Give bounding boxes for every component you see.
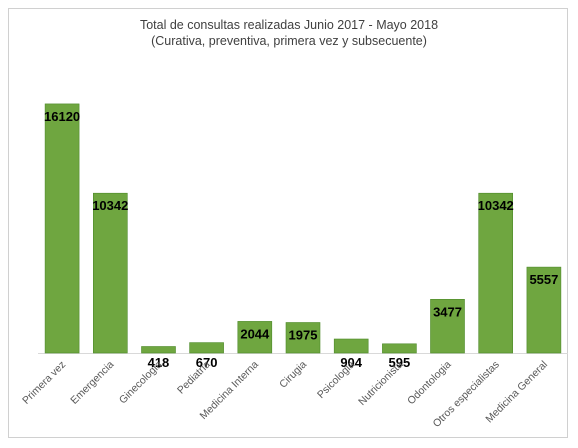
data-label: 10342	[478, 198, 514, 213]
category-tick-label: Primera vez	[20, 359, 68, 407]
bar-psicologia	[333, 338, 369, 354]
category-tick-label: Emergencia	[68, 359, 116, 407]
category-tick-label: Cirugia	[277, 359, 309, 391]
data-label: 2044	[240, 326, 270, 341]
data-label: 3477	[433, 304, 462, 319]
bar-ginecologia	[141, 346, 176, 354]
bar-medicina-interna	[237, 321, 273, 354]
data-label: 1975	[289, 327, 318, 342]
category-tick-label: Pediatria	[175, 359, 213, 397]
category-tick-label: Ginecologia	[117, 359, 165, 407]
bar-emergencia	[93, 192, 128, 354]
bar-medicina-general	[526, 266, 562, 354]
data-label: 16120	[44, 109, 80, 124]
bar-primera-vez	[44, 103, 80, 354]
bar-nutricionista	[382, 343, 417, 354]
bar-pediatria	[189, 342, 224, 354]
category-tick-label: Odontologia	[405, 359, 454, 408]
bar-cirugia	[285, 322, 321, 354]
data-label: 595	[389, 355, 411, 370]
category-tick-label: Nutricionista	[356, 359, 405, 408]
chart-subtitle: (Curativa, preventiva, primera vez y sub…	[151, 34, 427, 48]
chart-title: Total de consultas realizadas Junio 2017…	[139, 18, 439, 32]
data-label: 670	[196, 355, 218, 370]
bar-otros-especialistas	[478, 192, 514, 354]
category-tick-label: Psicologia	[315, 359, 357, 401]
data-label: 418	[148, 355, 170, 370]
data-label: 5557	[529, 272, 558, 287]
data-label: 10342	[92, 198, 128, 213]
bar-odontologia	[430, 298, 465, 354]
data-label: 904	[340, 355, 362, 370]
